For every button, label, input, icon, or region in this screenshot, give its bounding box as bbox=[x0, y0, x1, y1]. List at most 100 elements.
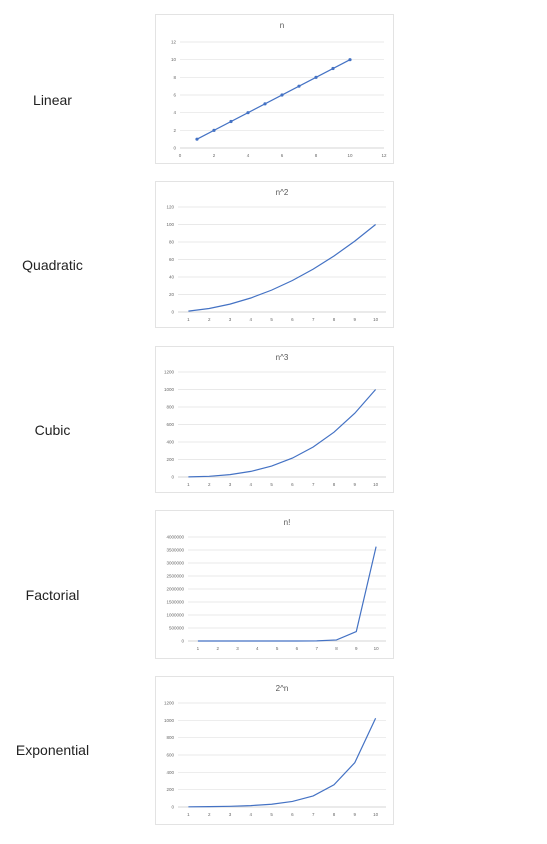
x-tick-label: 1 bbox=[187, 482, 190, 487]
x-tick-label: 1 bbox=[197, 646, 200, 651]
x-tick-label: 2 bbox=[216, 646, 219, 651]
y-tick-label: 1000 bbox=[164, 387, 175, 392]
y-tick-label: 1200 bbox=[164, 701, 175, 706]
x-tick-label: 1 bbox=[187, 812, 190, 817]
series-line bbox=[188, 389, 377, 478]
y-tick-label: 20 bbox=[169, 292, 175, 297]
data-point bbox=[348, 58, 352, 62]
chart-title: n bbox=[280, 21, 284, 30]
label-factorial: Factorial bbox=[25, 587, 80, 603]
x-tick-label: 7 bbox=[312, 317, 315, 322]
y-tick-label: 0 bbox=[171, 310, 174, 315]
x-tick-label: 6 bbox=[291, 317, 294, 322]
x-tick-label: 2 bbox=[208, 317, 211, 322]
x-tick-label: 8 bbox=[315, 153, 318, 158]
chart-cubic-svg: n^3 0 200 400 600 800 1000 1200 1 2 3 4 5 6 7 8 9 10 bbox=[164, 353, 386, 487]
y-tick-label: 40 bbox=[169, 275, 175, 280]
x-tick-label: 7 bbox=[312, 812, 315, 817]
series-line bbox=[188, 717, 377, 808]
x-tick-label: 0 bbox=[179, 153, 182, 158]
x-tick-label: 6 bbox=[291, 482, 294, 487]
y-tick-label: 1200 bbox=[164, 370, 175, 375]
data-point bbox=[246, 111, 250, 115]
x-tick-label: 7 bbox=[312, 482, 315, 487]
chart-cubic: n^3 0 200 400 600 800 1000 1200 1 2 3 4 5 6 7 8 9 10 bbox=[155, 346, 394, 493]
chart-exponential: 2^n 0 200 400 600 800 1000 1200 1 2 3 4 5 6 7 8 9 10 bbox=[155, 676, 394, 825]
y-tick-label: 200 bbox=[166, 787, 174, 792]
y-tick-label: 8 bbox=[173, 75, 176, 80]
x-tick-label: 5 bbox=[270, 482, 273, 487]
y-tick-label: 0 bbox=[181, 639, 184, 644]
y-tick-label: 500000 bbox=[169, 626, 185, 631]
x-tick-label: 9 bbox=[354, 317, 357, 322]
x-tick-label: 8 bbox=[335, 646, 338, 651]
x-tick-label: 4 bbox=[256, 646, 259, 651]
chart-quadratic-svg: n^2 0 20 40 60 80 100 120 1 2 3 4 5 6 7 8 9 10 bbox=[166, 188, 386, 322]
series-line bbox=[197, 546, 377, 642]
data-point bbox=[195, 137, 199, 141]
x-tick-label: 1 bbox=[187, 317, 190, 322]
chart-title: 2^n bbox=[276, 684, 289, 693]
y-tick-label: 2 bbox=[173, 128, 176, 133]
x-tick-label: 2 bbox=[208, 812, 211, 817]
y-tick-label: 200 bbox=[166, 457, 174, 462]
data-point bbox=[263, 102, 267, 106]
y-tick-label: 10 bbox=[171, 57, 177, 62]
x-tick-label: 9 bbox=[355, 646, 358, 651]
x-tick-label: 3 bbox=[229, 482, 232, 487]
y-tick-label: 12 bbox=[171, 40, 177, 45]
x-tick-label: 10 bbox=[373, 482, 379, 487]
chart-factorial-svg: n! 0 500000 1000000 1500000 2000000 2500000 300… bbox=[166, 518, 386, 651]
y-tick-label: 1000000 bbox=[166, 613, 184, 618]
x-tick-label: 6 bbox=[296, 646, 299, 651]
x-tick-label: 4 bbox=[247, 153, 250, 158]
x-tick-label: 9 bbox=[354, 812, 357, 817]
y-tick-label: 800 bbox=[166, 405, 174, 410]
chart-title: n! bbox=[284, 518, 291, 527]
y-tick-label: 6 bbox=[173, 93, 176, 98]
x-tick-label: 2 bbox=[208, 482, 211, 487]
label-cubic: Cubic bbox=[34, 422, 71, 438]
y-tick-label: 3000000 bbox=[166, 561, 184, 566]
y-tick-label: 100 bbox=[166, 222, 174, 227]
chart-title: n^2 bbox=[276, 188, 289, 197]
y-tick-label: 400 bbox=[166, 440, 174, 445]
x-tick-label: 10 bbox=[374, 646, 380, 651]
chart-quadratic: n^2 0 20 40 60 80 100 120 1 2 3 4 5 6 7 8 9 10 bbox=[155, 181, 394, 328]
x-tick-label: 10 bbox=[347, 153, 353, 158]
x-tick-label: 8 bbox=[333, 482, 336, 487]
data-point bbox=[212, 128, 216, 132]
x-tick-label: 10 bbox=[373, 317, 379, 322]
y-tick-label: 4000000 bbox=[166, 535, 184, 540]
y-tick-label: 0 bbox=[173, 146, 176, 151]
y-tick-label: 400 bbox=[166, 770, 174, 775]
x-tick-label: 5 bbox=[270, 812, 273, 817]
y-tick-label: 800 bbox=[166, 735, 174, 740]
y-tick-label: 0 bbox=[171, 475, 174, 480]
chart-exponential-svg: 2^n 0 200 400 600 800 1000 1200 1 2 3 4 5 6 7 8 9 10 bbox=[164, 684, 386, 817]
x-tick-label: 6 bbox=[281, 153, 284, 158]
y-tick-label: 600 bbox=[166, 422, 174, 427]
y-tick-label: 600 bbox=[166, 753, 174, 758]
data-point bbox=[314, 75, 318, 79]
chart-factorial: n! 0 500000 1000000 1500000 2000000 2500000 300… bbox=[155, 510, 394, 659]
y-tick-label: 4 bbox=[173, 110, 176, 115]
label-linear: Linear bbox=[33, 92, 72, 108]
x-tick-label: 3 bbox=[236, 646, 239, 651]
data-point bbox=[331, 66, 335, 71]
x-tick-label: 3 bbox=[229, 317, 232, 322]
x-tick-label: 3 bbox=[229, 812, 232, 817]
chart-title: n^3 bbox=[276, 353, 289, 362]
series-line bbox=[188, 224, 376, 312]
y-tick-label: 80 bbox=[169, 240, 175, 245]
x-tick-label: 10 bbox=[373, 812, 379, 817]
x-tick-label: 6 bbox=[291, 812, 294, 817]
x-tick-label: 5 bbox=[276, 646, 279, 651]
chart-linear-svg: n 0 2 4 6 8 10 12 0 2 4 6 8 10 12 bbox=[171, 21, 387, 158]
x-tick-label: 8 bbox=[333, 812, 336, 817]
y-tick-label: 0 bbox=[171, 805, 174, 810]
x-tick-label: 12 bbox=[381, 153, 387, 158]
data-point bbox=[280, 93, 284, 97]
y-tick-label: 2500000 bbox=[166, 574, 184, 579]
x-tick-label: 2 bbox=[213, 153, 216, 158]
